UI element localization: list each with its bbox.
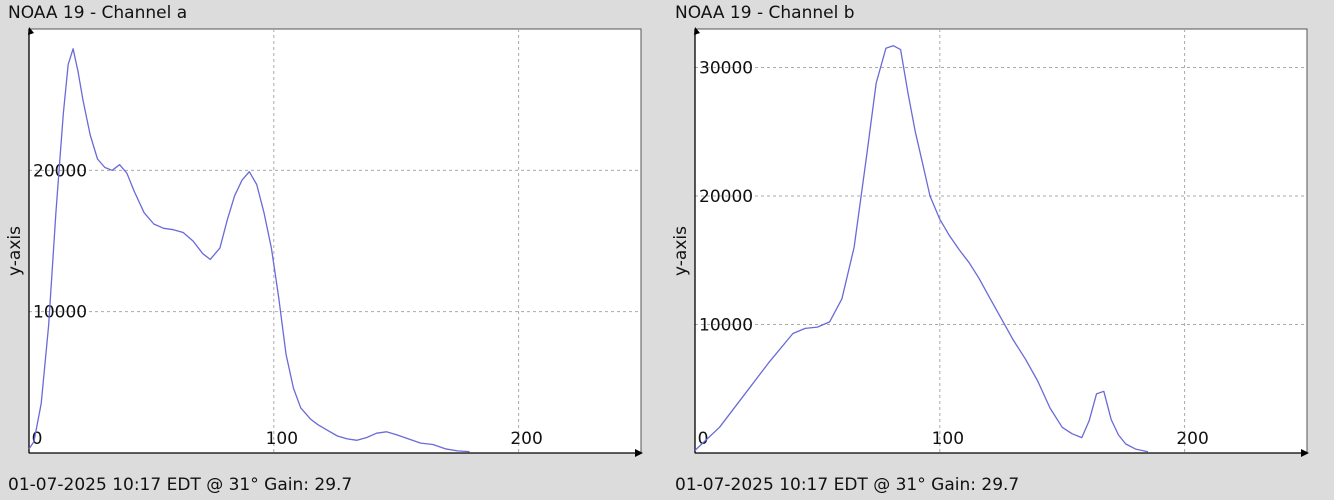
chart-a: 0 100 200 10000 20000 y-axis — [5, 27, 643, 457]
chart-b: 0 100 200 10000 20000 30000 y-axis — [671, 27, 1309, 457]
x-tick-label: 100 — [266, 429, 298, 449]
y-tick-label: 30000 — [699, 59, 753, 79]
y-axis-label: y-axis — [5, 226, 25, 276]
y-tick-label: 20000 — [33, 161, 87, 181]
x-tick-label: 0 — [698, 429, 709, 449]
chart-panel-a: NOAA 19 - Channel a 0 100 200 10000 20000 y-a… — [0, 0, 660, 500]
x-axis-arrow — [635, 449, 643, 457]
plot-area — [28, 28, 642, 454]
chart-footer-a: 01-07-2025 10:17 EDT @ 31° Gain: 29.7 — [8, 475, 353, 495]
x-axis-arrow — [1301, 449, 1309, 457]
y-axis-arrow — [694, 27, 700, 35]
y-tick-label: 10000 — [33, 303, 87, 323]
y-axis-arrow — [28, 27, 34, 35]
y-axis-label: y-axis — [671, 226, 691, 276]
y-tick-label: 10000 — [699, 316, 753, 336]
chart-title-a: NOAA 19 - Channel a — [8, 3, 188, 23]
chart-footer-b: 01-07-2025 10:17 EDT @ 31° Gain: 29.7 — [675, 475, 1020, 495]
x-tick-label: 0 — [32, 429, 43, 449]
x-tick-label: 200 — [510, 429, 542, 449]
series-line — [28, 48, 470, 453]
x-tick-label: 200 — [1176, 429, 1208, 449]
chart-panel-b: NOAA 19 - Channel b 0 100 200 10000 20000 300… — [667, 0, 1334, 500]
y-tick-label: 20000 — [699, 187, 753, 207]
x-tick-label: 100 — [932, 429, 964, 449]
series-line — [694, 45, 1149, 453]
plot-area — [694, 28, 1308, 454]
chart-title-b: NOAA 19 - Channel b — [675, 3, 855, 23]
